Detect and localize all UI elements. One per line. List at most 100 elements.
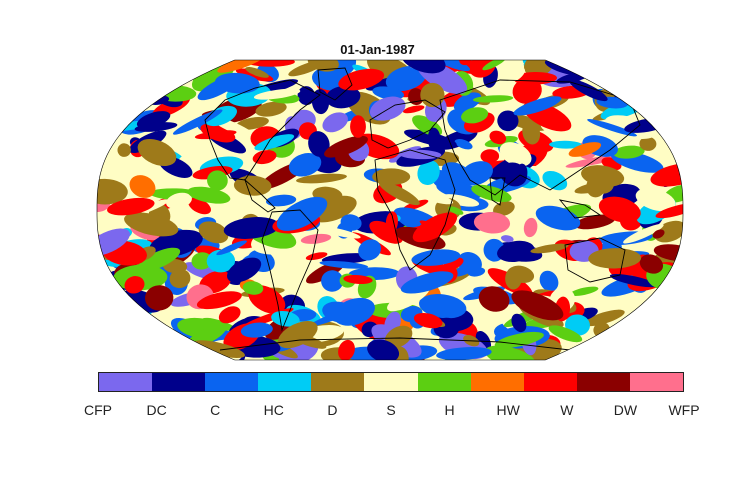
class-patch <box>214 72 260 94</box>
class-patch <box>497 110 519 132</box>
class-patch <box>311 89 330 115</box>
class-patch <box>271 310 300 327</box>
class-patch <box>412 212 458 243</box>
class-patch <box>583 309 625 327</box>
class-patch <box>508 265 535 283</box>
class-patch <box>216 240 247 256</box>
class-patch <box>196 291 242 310</box>
class-patch <box>253 88 301 100</box>
class-patch <box>193 340 245 358</box>
class-patch <box>194 130 237 140</box>
coastline-segment <box>374 149 456 271</box>
class-patch <box>136 111 171 129</box>
coastline-segment <box>564 237 626 283</box>
coastline-segment <box>369 99 446 149</box>
class-patch <box>461 107 489 124</box>
class-patch <box>514 163 528 185</box>
class-patch <box>372 168 411 185</box>
colorbar-swatch-hc <box>258 373 312 391</box>
class-patch <box>223 217 280 239</box>
class-patch <box>655 203 683 219</box>
class-patch <box>378 181 420 206</box>
coastline-segment <box>317 67 353 101</box>
class-patch <box>413 312 443 329</box>
colorbar-label-hc: HC <box>263 402 284 418</box>
class-patch <box>568 142 602 157</box>
class-patch <box>97 178 128 205</box>
colorbar-swatch-s <box>364 373 418 391</box>
class-patch <box>535 205 581 231</box>
class-patch <box>453 92 482 112</box>
class-patch <box>343 274 373 285</box>
class-patch <box>372 86 405 100</box>
class-patch <box>169 268 191 289</box>
class-patch <box>107 197 155 216</box>
classification-field <box>97 60 683 360</box>
class-patch <box>400 271 454 294</box>
coastline-segment <box>204 79 321 181</box>
class-patch <box>430 170 468 195</box>
class-patch <box>427 127 441 151</box>
coastline-segment <box>261 209 319 332</box>
globe-outline <box>96 59 684 361</box>
class-patch <box>598 196 641 223</box>
class-patch <box>511 290 564 321</box>
class-patch <box>206 249 236 273</box>
class-patch <box>296 173 347 184</box>
class-patch <box>307 60 339 72</box>
colorbar <box>98 372 684 392</box>
colorbar-label-d: D <box>327 402 338 418</box>
class-patch <box>542 170 568 191</box>
class-patch <box>539 270 559 292</box>
class-patch <box>398 149 442 160</box>
class-patch <box>587 169 615 194</box>
class-patch <box>639 254 664 274</box>
colorbar-label-dc: DC <box>146 402 167 418</box>
class-patch <box>333 297 375 326</box>
class-patch <box>288 153 322 177</box>
class-patch <box>240 322 273 338</box>
class-patch <box>418 294 467 319</box>
class-patch <box>402 105 425 114</box>
class-patch <box>308 131 330 157</box>
class-patch <box>320 226 361 239</box>
class-patch <box>652 229 665 239</box>
class-patch <box>217 60 268 73</box>
class-patch <box>440 194 480 207</box>
class-patch <box>367 339 400 360</box>
colorbar-label-c: C <box>210 402 221 418</box>
class-patch <box>425 60 471 72</box>
class-patch <box>325 85 361 109</box>
class-patch <box>493 201 515 217</box>
class-patch <box>252 150 277 165</box>
class-patch <box>198 221 229 244</box>
class-patch <box>129 175 156 198</box>
class-patch <box>297 86 316 106</box>
class-patch <box>609 273 658 288</box>
colorbar-label-hw: HW <box>496 402 520 418</box>
class-patch <box>549 140 583 149</box>
colorbar-swatch-dw <box>576 373 630 391</box>
class-patch <box>478 286 510 312</box>
colorbar-label-wfp: WFP <box>668 402 700 418</box>
class-patch <box>338 339 355 360</box>
class-patch <box>205 105 237 127</box>
class-patch <box>124 276 145 294</box>
class-patch <box>338 68 385 91</box>
class-patch <box>587 119 638 137</box>
world-map <box>96 59 684 361</box>
class-patch <box>484 345 536 360</box>
class-patch <box>468 60 496 78</box>
class-patch <box>417 160 440 185</box>
class-patch <box>254 134 295 151</box>
class-patch <box>245 175 268 188</box>
class-patch <box>513 96 562 116</box>
coastline-segment <box>439 79 641 196</box>
colorbar-swatch-wfp <box>629 373 684 391</box>
class-patch <box>134 122 178 132</box>
class-patch <box>453 260 482 277</box>
coastline-segment <box>219 337 571 351</box>
class-patch <box>511 313 527 333</box>
class-patch <box>207 170 228 191</box>
class-patch <box>548 325 583 343</box>
